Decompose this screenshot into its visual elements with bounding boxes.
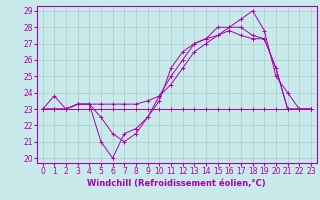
X-axis label: Windchill (Refroidissement éolien,°C): Windchill (Refroidissement éolien,°C) [87, 179, 266, 188]
